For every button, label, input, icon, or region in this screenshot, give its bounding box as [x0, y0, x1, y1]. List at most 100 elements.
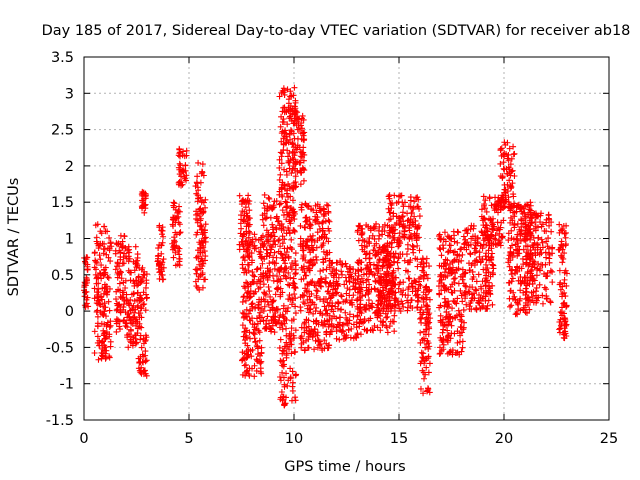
data-point-marker [508, 302, 515, 309]
data-point-marker [250, 329, 257, 336]
data-point-marker [180, 167, 187, 174]
data-point-marker [92, 258, 99, 265]
data-point-marker [84, 254, 91, 261]
y-tick-label: -0.5 [46, 340, 74, 356]
data-point-marker [125, 344, 132, 351]
data-point-marker [141, 301, 148, 308]
data-point-marker [277, 312, 284, 319]
data-point-marker [291, 84, 298, 91]
data-point-marker [119, 244, 126, 251]
data-point-marker [253, 367, 260, 374]
data-point-marker [489, 250, 496, 257]
data-point-marker [143, 334, 150, 341]
data-point-marker [171, 238, 178, 245]
data-point-marker [257, 278, 264, 285]
data-point-marker [376, 232, 383, 239]
data-point-marker [243, 279, 250, 286]
data-point-marker [269, 226, 276, 233]
data-point-marker [488, 202, 495, 209]
data-point-marker [458, 245, 465, 252]
data-point-marker [297, 304, 304, 311]
y-tick-label: 1.5 [51, 195, 74, 211]
data-point-marker [91, 264, 98, 271]
data-point-marker [287, 127, 294, 134]
data-point-marker [263, 227, 270, 234]
data-point-marker [268, 232, 275, 239]
data-point-marker [285, 304, 292, 311]
data-point-marker [107, 258, 114, 265]
data-point-marker [263, 207, 270, 214]
data-point-marker [270, 277, 277, 284]
data-point-marker [240, 198, 247, 205]
data-point-marker [117, 232, 124, 239]
data-point-marker [278, 251, 285, 258]
data-point-marker [177, 229, 184, 236]
data-point-marker [91, 328, 98, 335]
data-point-marker [482, 261, 489, 268]
data-point-marker [93, 234, 100, 241]
data-point-marker [200, 244, 207, 251]
data-point-marker [257, 360, 264, 367]
data-point-marker [294, 126, 301, 133]
data-point-marker [116, 326, 123, 333]
data-point-marker [245, 200, 252, 207]
data-point-marker [158, 227, 165, 234]
data-point-marker [170, 199, 177, 206]
y-tick-label: -1 [60, 377, 74, 393]
data-point-marker [283, 199, 290, 206]
data-point-marker [102, 335, 109, 342]
data-point-marker [260, 243, 267, 250]
data-point-marker [202, 221, 209, 228]
data-point-marker [251, 231, 258, 238]
data-point-marker [251, 362, 258, 369]
y-tick-label: 0.5 [51, 268, 74, 284]
data-point-marker [242, 297, 249, 304]
data-point-marker [419, 255, 426, 262]
data-point-marker [285, 269, 292, 276]
data-point-marker [159, 276, 166, 283]
data-point-marker [138, 203, 145, 210]
data-point-marker [121, 317, 128, 324]
data-point-marker [377, 327, 384, 334]
data-point-marker [124, 247, 131, 254]
data-point-marker [130, 302, 137, 309]
data-point-marker [160, 233, 167, 240]
data-point-marker [120, 260, 127, 267]
chart-title: Day 185 of 2017, Sidereal Day-to-day VTE… [42, 23, 631, 39]
data-point-marker [117, 268, 124, 275]
data-point-marker [120, 304, 127, 311]
data-point-marker [134, 257, 141, 264]
data-point-marker [533, 284, 540, 291]
data-point-marker [523, 289, 530, 296]
data-point-marker [273, 260, 280, 267]
data-point-marker [197, 265, 204, 272]
data-point-marker [451, 238, 458, 245]
data-point-marker [248, 259, 255, 266]
data-point-marker [198, 255, 205, 262]
data-point-marker [278, 192, 285, 199]
data-point-marker [117, 293, 124, 300]
data-point-marker [283, 209, 290, 216]
data-point-marker [83, 276, 90, 283]
data-point-marker [268, 244, 275, 251]
data-point-marker [259, 212, 266, 219]
data-point-marker [202, 204, 209, 211]
y-axis-label: SDTVAR / TECUs [6, 178, 22, 297]
data-point-marker [280, 116, 287, 123]
data-point-marker [95, 356, 102, 363]
data-point-marker [271, 329, 278, 336]
data-point-marker [267, 214, 274, 221]
data-point-marker [99, 296, 106, 303]
data-point-marker [171, 245, 178, 252]
data-point-marker [289, 148, 296, 155]
data-point-marker [120, 279, 127, 286]
data-point-marker [84, 294, 91, 301]
data-point-marker [92, 222, 99, 229]
data-point-marker [288, 170, 295, 177]
data-point-marker [194, 184, 201, 191]
data-point-marker [420, 350, 427, 357]
data-point-marker [270, 297, 277, 304]
data-point-marker [82, 288, 89, 295]
data-point-marker [142, 307, 149, 314]
data-point-marker [103, 251, 110, 258]
